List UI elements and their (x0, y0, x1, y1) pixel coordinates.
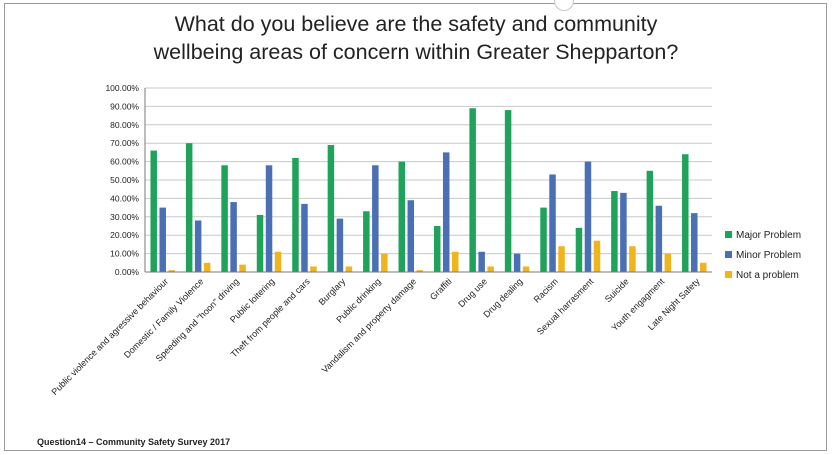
bar-major-problem (646, 170, 654, 272)
bar-major-problem (185, 143, 193, 272)
y-axis-ticks: 0.00% 10.00% 20.00% 30.00% 40.00% 50.00% 60.00… (105, 83, 139, 277)
bar-not-a-problem (274, 251, 282, 272)
bar-major-problem (150, 150, 157, 272)
y-tick-label: 70.00% (110, 138, 139, 148)
footnote: Question14 – Community Safety Survey 201… (37, 437, 231, 447)
bar-minor-problem (301, 203, 308, 272)
bar-major-problem (221, 165, 228, 272)
y-tick-label: 10.00% (110, 249, 139, 259)
legend-swatch (725, 271, 732, 278)
bar-not-a-problem (416, 270, 424, 272)
legend-label: Minor Problem (736, 250, 801, 261)
bar-minor-problem (655, 205, 663, 272)
y-tick-label: 40.00% (110, 193, 139, 203)
bar-not-a-problem (522, 266, 530, 272)
bar-major-problem (682, 154, 689, 272)
chart-title: What do you believe are the safety and c… (0, 10, 832, 66)
bar-major-problem (540, 207, 547, 272)
bar-major-problem (327, 145, 335, 272)
bar-not-a-problem (558, 246, 565, 272)
bar-major-problem (433, 226, 441, 272)
chart-title-line-2: wellbeing areas of concern within Greate… (153, 40, 679, 64)
bar-minor-problem (336, 218, 344, 272)
bar-minor-problem (442, 152, 450, 272)
bar-not-a-problem (593, 240, 601, 272)
legend-label: Major Problem (736, 230, 801, 241)
bar-minor-problem (549, 174, 556, 272)
x-tick-label: Burglary (317, 276, 348, 307)
bar-minor-problem (159, 207, 166, 272)
x-tick-label: Racism (532, 276, 560, 304)
y-tick-label: 100.00% (105, 83, 139, 93)
bar-minor-problem (194, 220, 202, 272)
bar-minor-problem (478, 251, 485, 272)
bar-not-a-problem (381, 253, 388, 272)
bar-minor-problem (513, 253, 521, 272)
bar-minor-problem (372, 165, 379, 272)
legend-swatch (725, 251, 732, 258)
y-tick-label: 50.00% (110, 175, 139, 185)
y-tick-label: 60.00% (110, 157, 139, 167)
axes (144, 88, 712, 273)
legend-label: Not a problem (736, 270, 799, 281)
legend-swatch (725, 231, 732, 238)
y-tick-label: 90.00% (110, 101, 139, 111)
bar-major-problem (575, 227, 583, 272)
bar-not-a-problem (664, 253, 672, 272)
bar-minor-problem (691, 213, 698, 272)
bars (150, 108, 707, 273)
bar-major-problem (256, 214, 264, 272)
bar-major-problem (469, 108, 476, 273)
chart-title-line-1: What do you believe are the safety and c… (174, 12, 658, 36)
y-tick-label: 80.00% (110, 120, 139, 130)
bar-not-a-problem (310, 266, 317, 272)
x-axis-labels: Public violence and agressive behaviourD… (49, 276, 702, 397)
bar-not-a-problem (168, 270, 175, 272)
bar-not-a-problem (487, 266, 494, 272)
bar-minor-problem (265, 165, 273, 272)
x-tick-label: Drug use (456, 276, 489, 309)
bar-major-problem (292, 157, 299, 272)
bar-not-a-problem (203, 262, 211, 272)
bar-minor-problem (620, 192, 627, 272)
y-tick-label: 20.00% (110, 230, 139, 240)
gridlines (145, 87, 712, 273)
bar-minor-problem (407, 200, 415, 272)
chart-frame (4, 3, 827, 451)
x-tick-label: Graffiti (428, 276, 454, 302)
legend: Major Problem Minor Problem Not a problem (725, 230, 801, 281)
bar-not-a-problem (451, 251, 459, 272)
bar-minor-problem (584, 161, 592, 272)
bar-major-problem (611, 191, 618, 272)
bar-major-problem (504, 110, 512, 272)
bar-not-a-problem (345, 266, 353, 272)
bar-minor-problem (230, 202, 237, 272)
bar-not-a-problem (700, 262, 707, 272)
bar-not-a-problem (629, 246, 636, 272)
y-tick-label: 30.00% (110, 212, 139, 222)
bar-not-a-problem (239, 264, 246, 272)
bar-major-problem (363, 211, 370, 272)
y-tick-label: 0.00% (115, 267, 140, 277)
x-tick-label: Suicide (603, 276, 631, 304)
bar-major-problem (398, 161, 406, 272)
